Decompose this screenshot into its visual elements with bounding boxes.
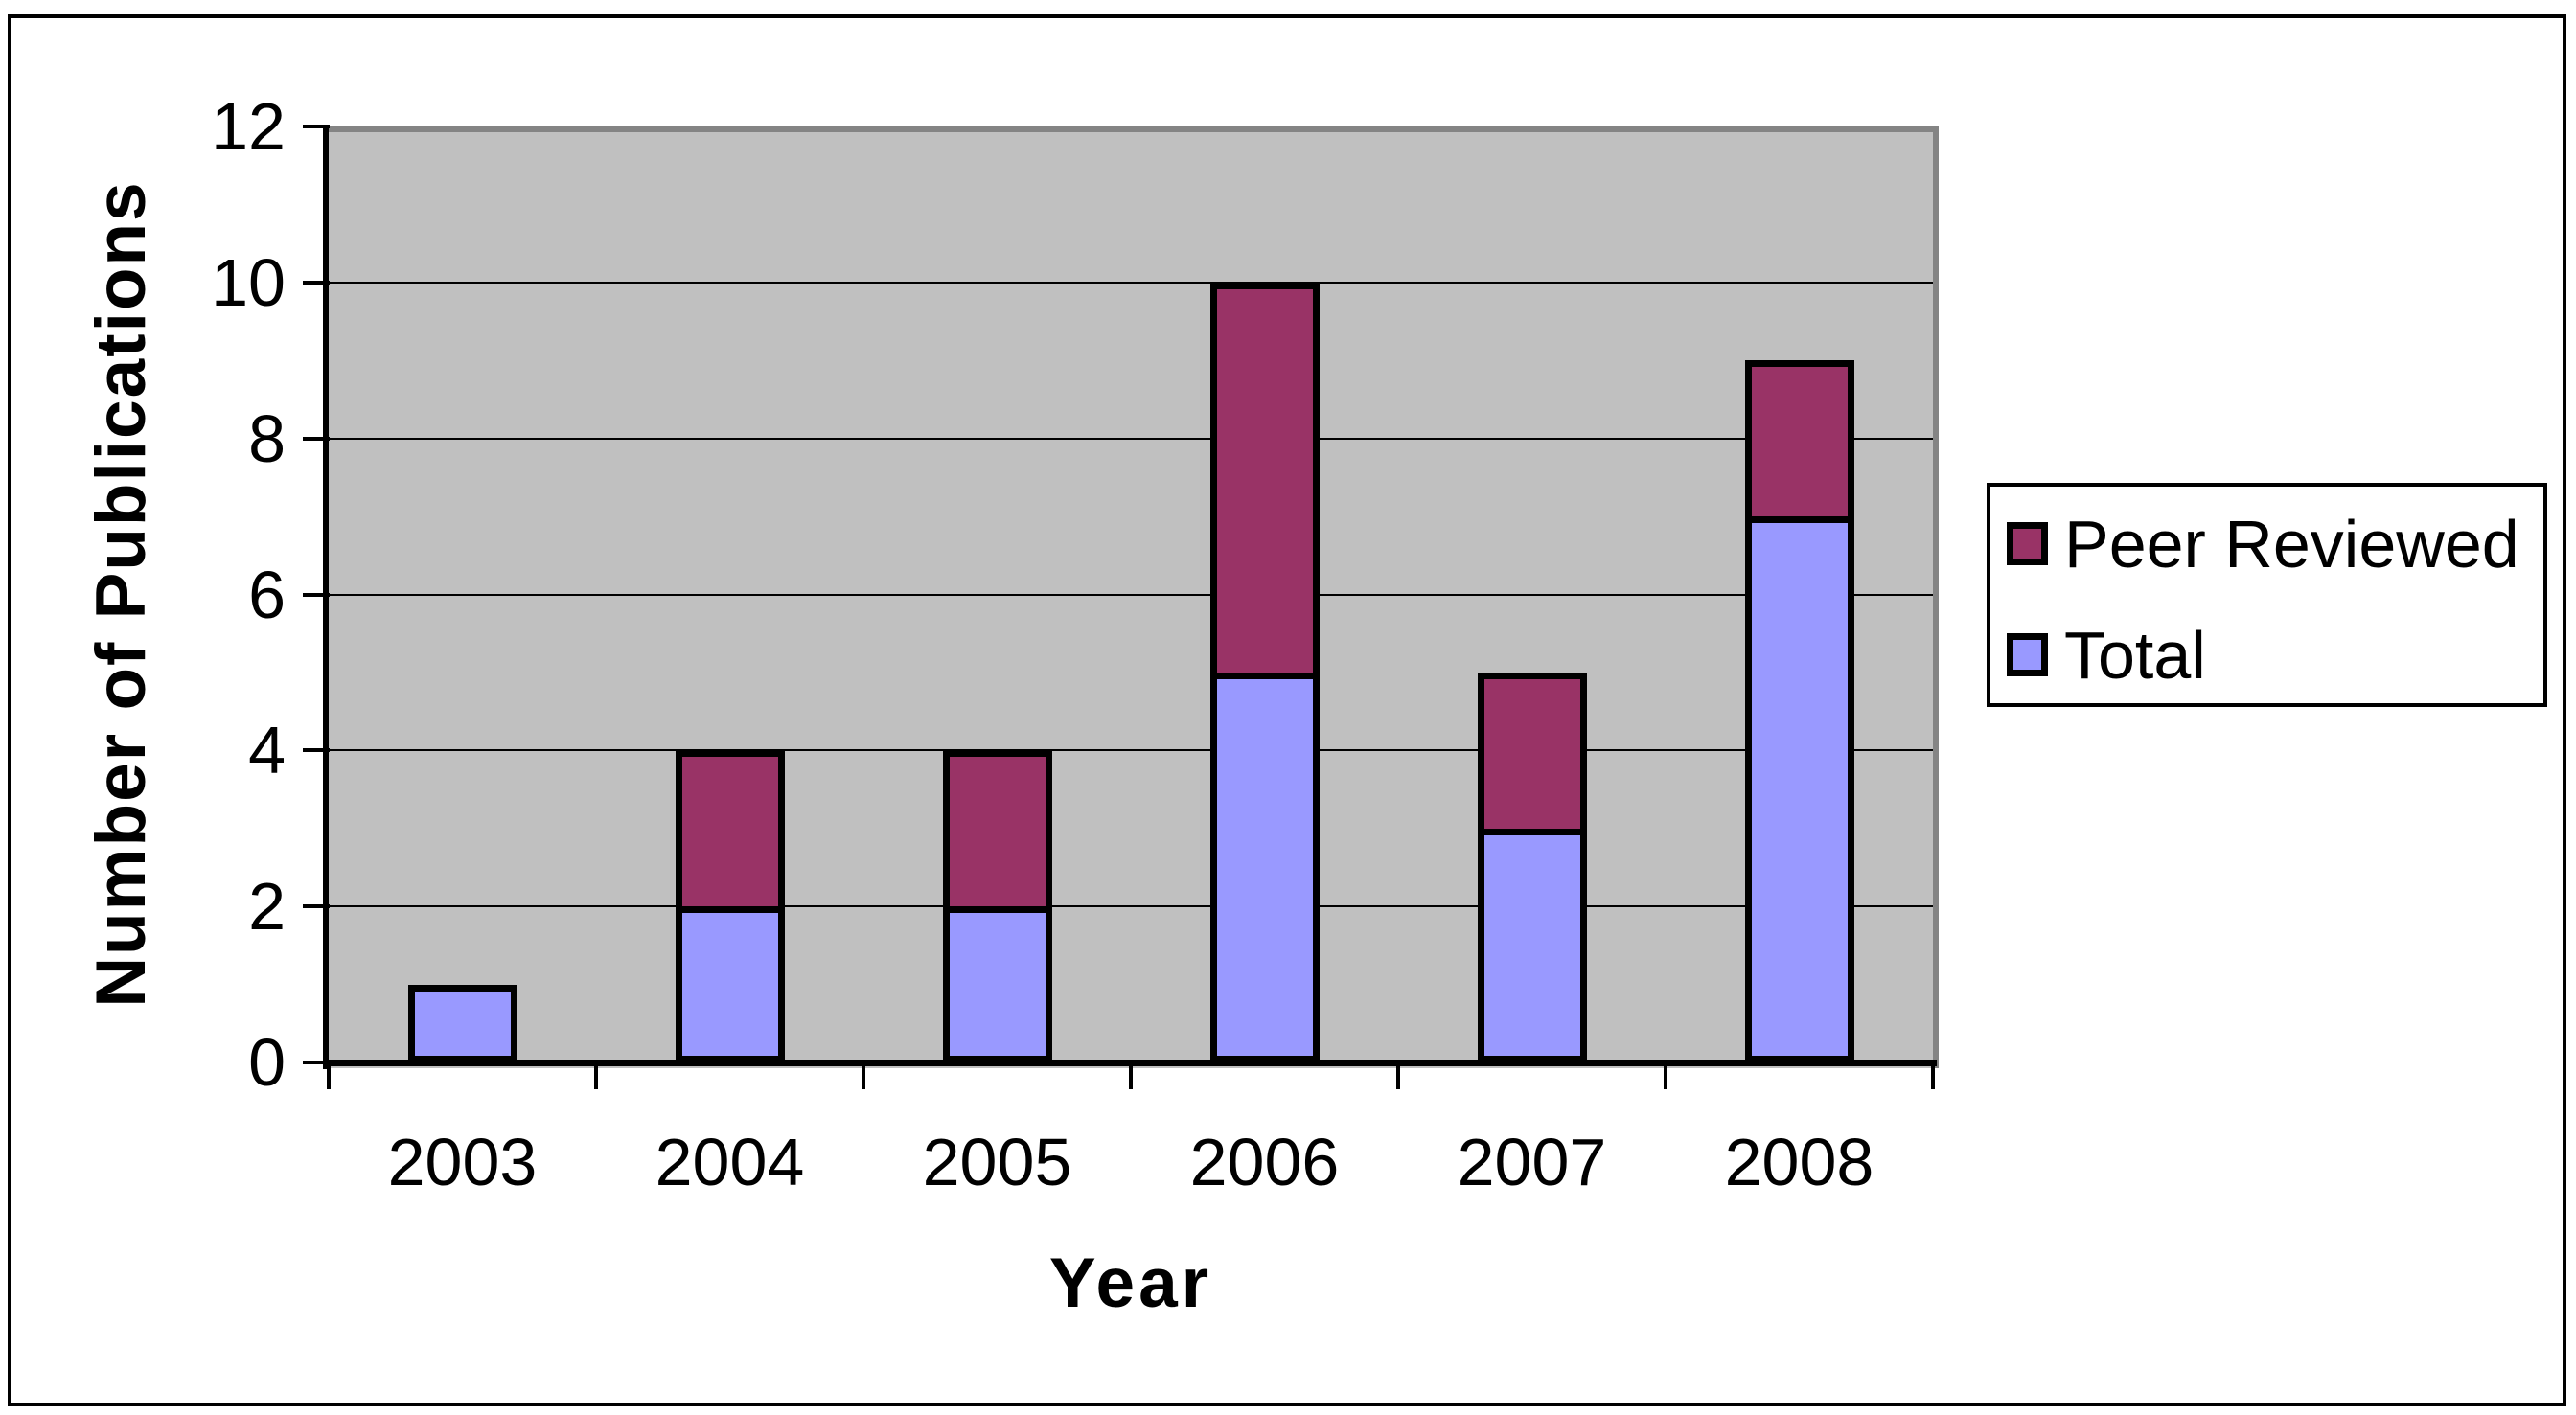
bar-segment-peer-reviewed-2005: [942, 750, 1052, 914]
legend-entry-peer-reviewed: Peer Reviewed: [2007, 511, 2543, 578]
gridline-8: [329, 437, 1933, 440]
x-tick-4: [1396, 1062, 1400, 1089]
x-tick-5: [1664, 1062, 1668, 1089]
bar-segment-total-2008: [1744, 516, 1854, 1062]
y-tick-6: [303, 592, 330, 597]
bar-segment-peer-reviewed-2008: [1744, 360, 1854, 524]
y-tick-label-0: 0: [248, 1025, 286, 1100]
legend: Peer Reviewed Total: [1987, 483, 2547, 707]
y-tick-label-12: 12: [211, 89, 286, 165]
bar-segment-total-2004: [675, 906, 785, 1062]
bar-segment-total-2003: [407, 984, 518, 1062]
x-tick-2: [862, 1062, 865, 1089]
legend-entries: Peer Reviewed Total: [2007, 511, 2543, 744]
gridline-10: [329, 282, 1933, 284]
bar-segment-peer-reviewed-2004: [675, 750, 785, 914]
gridline-6: [329, 593, 1933, 596]
legend-swatch-peer-reviewed: [2007, 522, 2048, 565]
y-tick-8: [303, 436, 330, 441]
x-tick-3: [1129, 1062, 1133, 1089]
y-tick-label-8: 8: [248, 400, 286, 476]
y-tick-2: [303, 904, 330, 909]
x-tick-1: [594, 1062, 598, 1089]
x-category-label-2008: 2008: [1724, 1125, 1874, 1199]
legend-swatch-total: [2007, 633, 2048, 676]
x-category-label-2003: 2003: [387, 1125, 538, 1199]
x-category-label-2007: 2007: [1457, 1125, 1607, 1199]
bar-segment-peer-reviewed-2007: [1477, 673, 1587, 835]
y-tick-label-10: 10: [211, 245, 286, 320]
plot-area: [329, 126, 1939, 1068]
bar-segment-peer-reviewed-2006: [1209, 283, 1320, 679]
x-category-label-2004: 2004: [655, 1125, 805, 1199]
y-tick-10: [303, 281, 330, 285]
bar-segment-total-2005: [942, 906, 1052, 1062]
y-tick-12: [303, 125, 330, 129]
bar-2005: [942, 750, 1052, 1062]
x-tick-6: [1931, 1062, 1935, 1089]
legend-label-total: Total: [2064, 617, 2206, 693]
y-tick-4: [303, 748, 330, 753]
bar-2004: [675, 750, 785, 1062]
bar-2008: [1744, 360, 1854, 1062]
legend-entry-total: Total: [2007, 622, 2543, 689]
x-tick-0: [327, 1062, 331, 1089]
y-axis-line: [323, 126, 329, 1069]
bar-2003: [407, 984, 518, 1062]
x-category-label-2006: 2006: [1189, 1125, 1340, 1199]
x-category-label-2005: 2005: [922, 1125, 1072, 1199]
y-tick-label-4: 4: [248, 713, 286, 788]
bar-2007: [1477, 673, 1587, 1062]
gridline-2: [329, 905, 1933, 908]
legend-label-peer-reviewed: Peer Reviewed: [2064, 506, 2519, 582]
gridline-4: [329, 749, 1933, 752]
bar-segment-total-2007: [1477, 828, 1587, 1062]
y-tick-label-2: 2: [248, 869, 286, 945]
bar-2006: [1209, 283, 1320, 1062]
bar-segment-total-2006: [1209, 673, 1320, 1062]
y-tick-0: [303, 1061, 330, 1064]
y-tick-label-6: 6: [248, 557, 286, 632]
x-axis-title: Year: [1048, 1244, 1213, 1322]
